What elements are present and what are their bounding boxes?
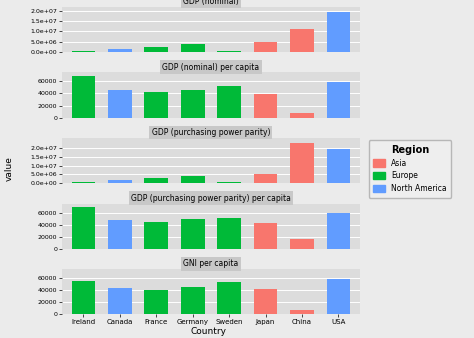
Title: GDP (nominal) per capita: GDP (nominal) per capita xyxy=(163,63,259,72)
Bar xyxy=(72,207,95,249)
Bar xyxy=(181,219,205,249)
Bar xyxy=(327,149,350,183)
Bar xyxy=(217,51,241,52)
Text: value: value xyxy=(5,156,14,182)
Bar xyxy=(254,289,277,314)
Bar xyxy=(217,218,241,249)
Bar xyxy=(254,94,277,118)
Bar xyxy=(254,42,277,52)
Bar xyxy=(145,178,168,183)
Title: GDP (nominal): GDP (nominal) xyxy=(183,0,239,6)
Bar xyxy=(327,280,350,314)
Bar xyxy=(217,282,241,314)
Bar xyxy=(108,49,132,52)
Title: GDP (purchasing power parity): GDP (purchasing power parity) xyxy=(152,128,270,137)
Title: GDP (purchasing power parity) per capita: GDP (purchasing power parity) per capita xyxy=(131,194,291,203)
Bar xyxy=(72,76,95,118)
Bar xyxy=(181,287,205,314)
Bar xyxy=(254,174,277,183)
Bar xyxy=(290,113,314,118)
Bar xyxy=(108,180,132,183)
Bar xyxy=(181,44,205,52)
Bar xyxy=(217,182,241,183)
Bar xyxy=(290,143,314,183)
Bar xyxy=(145,222,168,249)
Bar xyxy=(254,223,277,249)
Bar xyxy=(217,86,241,118)
Bar xyxy=(108,91,132,118)
Bar xyxy=(327,213,350,249)
Bar xyxy=(181,90,205,118)
Text: Country: Country xyxy=(191,327,227,336)
Legend: Asia, Europe, North America: Asia, Europe, North America xyxy=(369,140,451,198)
Bar xyxy=(327,12,350,52)
Bar xyxy=(145,290,168,314)
Bar xyxy=(290,310,314,314)
Bar xyxy=(108,220,132,249)
Bar xyxy=(290,239,314,249)
Bar xyxy=(145,92,168,118)
Bar xyxy=(181,176,205,183)
Bar xyxy=(290,29,314,52)
Bar xyxy=(108,288,132,314)
Bar xyxy=(145,47,168,52)
Bar xyxy=(327,82,350,118)
Bar xyxy=(72,51,95,52)
Title: GNI per capita: GNI per capita xyxy=(183,259,238,268)
Bar xyxy=(72,281,95,314)
